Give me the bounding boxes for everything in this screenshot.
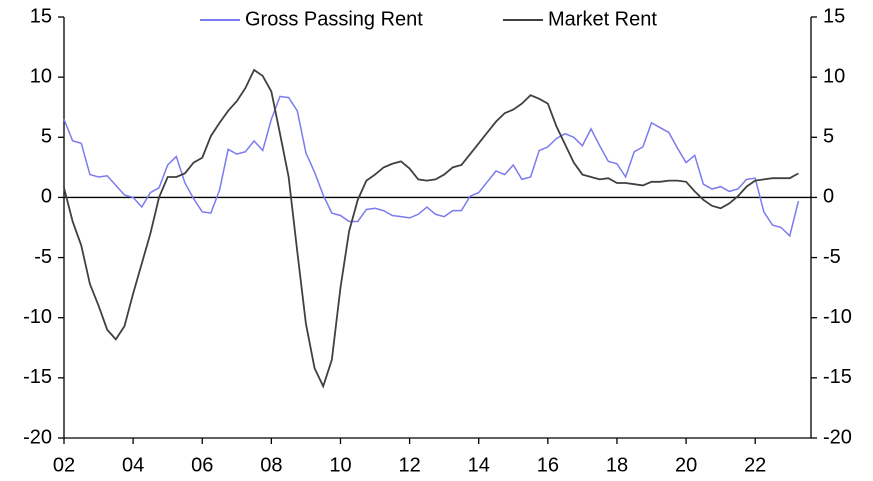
y-tick-label: 15: [30, 5, 52, 27]
y-tick-label: 0: [41, 186, 52, 208]
series-line: [63, 68, 799, 389]
y-tick-label: -20: [23, 426, 52, 448]
legend-label: Gross Passing Rent: [245, 8, 423, 30]
x-tick-label: 12: [398, 454, 420, 476]
y-tick-label: 5: [41, 126, 52, 148]
x-tick-label: 06: [191, 454, 213, 476]
y2-tick-label: 10: [823, 65, 845, 87]
x-tick-label: 18: [606, 454, 628, 476]
x-tick-label: 04: [122, 454, 144, 476]
x-tick-label: 20: [675, 454, 697, 476]
y2-tick-label: -15: [823, 366, 852, 388]
y2-tick-label: 0: [823, 186, 834, 208]
x-tick-label: 16: [537, 454, 559, 476]
x-tick-label: 02: [53, 454, 75, 476]
legend-label: Market Rent: [548, 8, 657, 30]
y-tick-label: 10: [30, 65, 52, 87]
y2-tick-label: -5: [823, 246, 841, 268]
series-line: [63, 95, 800, 238]
y2-tick-label: -10: [823, 306, 852, 328]
y-tick-label: -5: [34, 246, 52, 268]
x-tick-label: 10: [329, 454, 351, 476]
x-tick-label: 22: [744, 454, 766, 476]
y2-tick-label: -20: [823, 426, 852, 448]
y-tick-label: -10: [23, 306, 52, 328]
y2-tick-label: 5: [823, 126, 834, 148]
x-tick-label: 14: [468, 454, 490, 476]
x-tick-label: 08: [260, 454, 282, 476]
y-tick-label: -15: [23, 366, 52, 388]
y2-tick-label: 15: [823, 5, 845, 27]
